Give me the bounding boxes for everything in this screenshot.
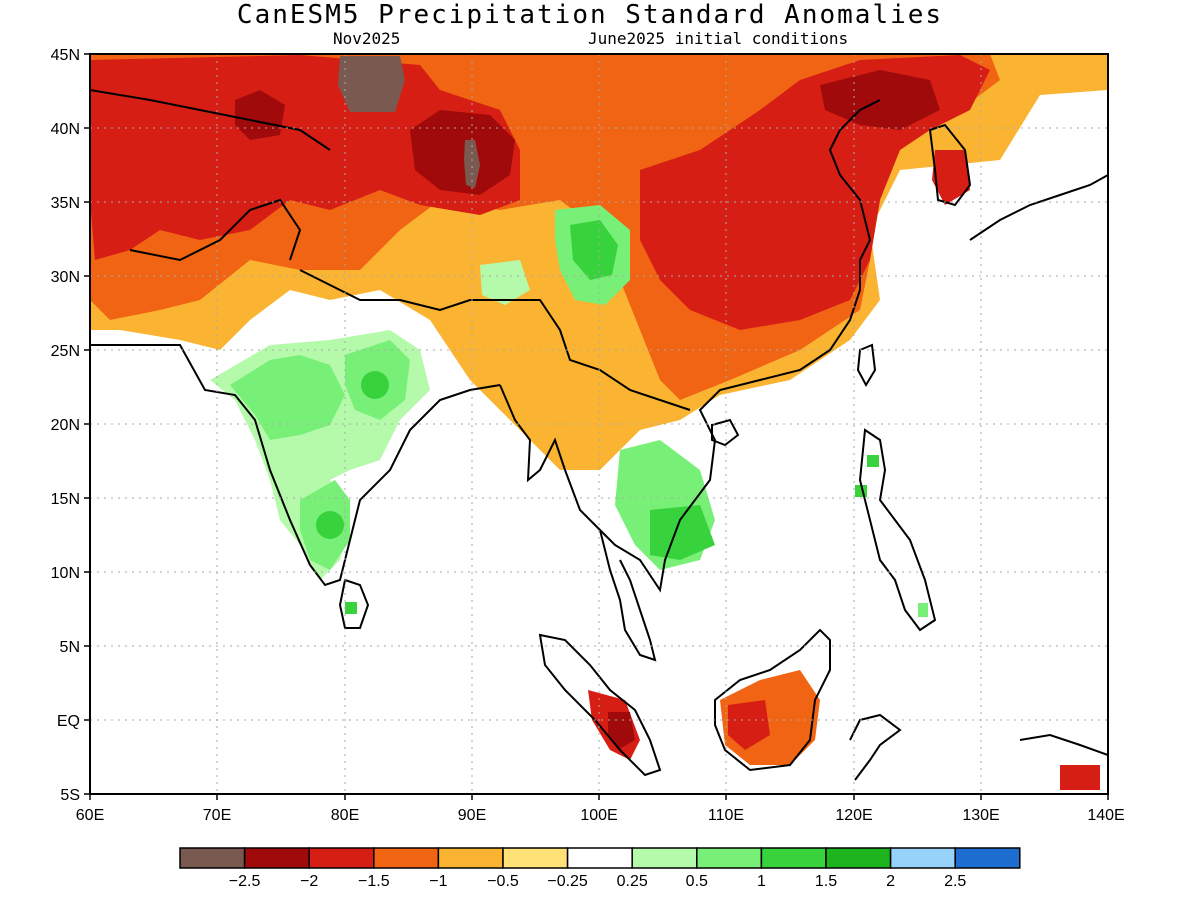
coast-philippines: [858, 428, 937, 632]
lon-labels: 60E 70E 80E 90E 100E 110E 120E 130E 140E: [76, 807, 1125, 824]
lat-labels: 45N 40N 35N 30N 25N 20N 15N 10N 5N EQ 5S: [51, 47, 80, 804]
colorbar-label: 0.25: [617, 873, 648, 890]
wet-srilanka: [345, 602, 357, 614]
colorbar-swatch: [308, 847, 375, 869]
dry-darkred-tibet: [410, 110, 515, 195]
lon-label: 130E: [962, 807, 999, 824]
lat-label: 10N: [51, 565, 80, 582]
border-central-asia: [90, 89, 331, 151]
colorbar-label: −0.25: [547, 873, 588, 890]
coast-srilanka: [338, 578, 370, 629]
colorbar-label: −2: [300, 873, 318, 890]
colorbar-label: −2.5: [229, 873, 261, 890]
colorbar-label: 1: [757, 873, 766, 890]
border-china: [299, 269, 691, 411]
lat-label: 40N: [51, 121, 80, 138]
coast-newguinea: [1019, 733, 1108, 756]
wet-india-mid: [230, 355, 345, 440]
coastlines: [90, 89, 1108, 781]
initial-conditions: June2025 initial conditions: [588, 29, 849, 48]
extreme-dry-1: [338, 56, 405, 112]
forecast-month: Nov2025: [333, 29, 401, 48]
lon-label: 100E: [580, 807, 617, 824]
colorbar-swatch: [760, 847, 827, 869]
lon-label: 120E: [835, 807, 872, 824]
tick-marks: [84, 53, 1109, 800]
lat-label: 20N: [51, 417, 80, 434]
colorbar-swatch: [502, 847, 569, 869]
wet-core-india: [361, 371, 389, 399]
dry-borneo-red: [728, 700, 770, 750]
wet-tibet-core: [570, 220, 618, 280]
lat-label: 15N: [51, 491, 80, 508]
lat-label: 25N: [51, 343, 80, 360]
colorbar-label: −1: [429, 873, 447, 890]
colorbar-label: 0.5: [686, 873, 708, 890]
dry-sumatra-core: [608, 712, 635, 750]
colorbar-label: 1.5: [815, 873, 837, 890]
colorbar-swatch: [954, 847, 1021, 869]
dry-korea: [932, 150, 970, 205]
colorbar-swatch: [373, 847, 440, 869]
coast-borneo: [714, 628, 831, 772]
coast-hainan: [711, 418, 740, 447]
coast-japan: [969, 174, 1108, 241]
colorbar-swatch: [825, 847, 892, 869]
wet-mindanao: [918, 603, 928, 617]
coast-korea: [928, 123, 972, 207]
coast-arabia-india: [90, 344, 501, 587]
lon-label: 60E: [76, 807, 104, 824]
wet-phil-1: [867, 455, 879, 467]
lon-label: 90E: [458, 807, 486, 824]
border-pakistan: [129, 198, 302, 262]
colorbar-label: −0.5: [487, 873, 519, 890]
colorbar-swatch: [889, 847, 956, 869]
extreme-dry-2: [464, 140, 480, 188]
dry-red-northwest: [90, 55, 520, 260]
coast-malay: [599, 529, 657, 662]
colorbar-swatch: [566, 847, 633, 869]
wet-core-south-india: [316, 511, 344, 539]
lat-label: 5N: [60, 639, 80, 656]
coast-taiwan: [856, 343, 877, 388]
coast-sumatra: [538, 633, 662, 777]
wet-indochina-core: [650, 505, 715, 560]
lon-label: 140E: [1087, 807, 1124, 824]
coast-indochina: [499, 99, 881, 593]
colorbar-label: 2.5: [944, 873, 966, 890]
lat-label: EQ: [57, 713, 80, 730]
anomaly-shading: [90, 54, 1108, 794]
lon-label: 70E: [203, 807, 231, 824]
colorbar-swatch: [437, 847, 504, 869]
lat-label: 30N: [51, 269, 80, 286]
lon-label: 80E: [331, 807, 359, 824]
dry-newguinea: [1060, 765, 1100, 790]
colorbar-swatch: [631, 847, 698, 869]
wet-small-1: [480, 260, 530, 305]
colorbar-swatch: [179, 847, 246, 869]
map-title: CanESM5 Precipitation Standard Anomalies: [236, 0, 944, 30]
lat-label: 45N: [51, 47, 80, 64]
colorbar-swatch: [243, 847, 310, 869]
lat-label: 35N: [51, 195, 80, 212]
colorbar: −2.5 −2 −1.5 −1 −0.5 −0.25 0.25 0.5 1 1.5 2 2.5: [179, 847, 1021, 890]
colorbar-label: 2: [886, 873, 895, 890]
grid: [90, 54, 1108, 794]
colorbar-label: −1.5: [358, 873, 390, 890]
lat-label: 5S: [60, 787, 80, 804]
lon-label: 110E: [708, 807, 744, 824]
colorbar-swatch: [696, 847, 763, 869]
